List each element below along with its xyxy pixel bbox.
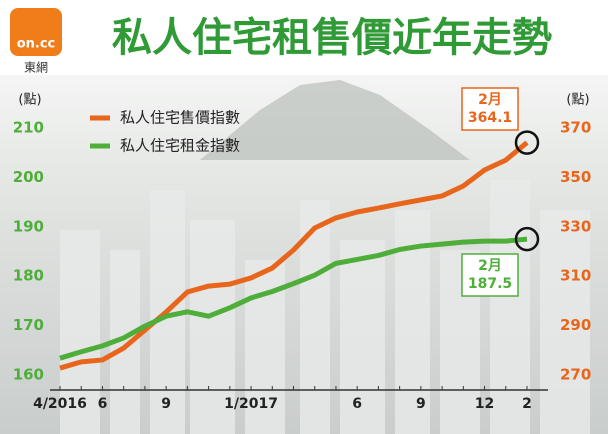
mountain (200, 80, 470, 160)
x-tick-label: 9 (161, 396, 171, 412)
x-tick-label: 6 (98, 396, 108, 412)
x-tick-label: 1/2017 (224, 396, 278, 412)
series-line (59, 236, 528, 361)
x-tick-label: 2 (522, 396, 532, 412)
annotation-box (461, 253, 519, 297)
x-tick-label: 12 (475, 396, 494, 412)
y-tick-label: 170 (13, 316, 44, 334)
chart-title: 私人住宅租售價近年走勢 (112, 15, 552, 61)
y2-tick-label: 330 (560, 217, 591, 235)
y-tick-label: 210 (13, 119, 44, 137)
annotation-value: 364.1 (468, 110, 512, 126)
y-tick-label: 160 (13, 366, 44, 384)
y2-tick-label: 310 (560, 267, 591, 285)
x-tick-label: 9 (416, 396, 426, 412)
source-name: 東網 (24, 61, 48, 75)
series-line (59, 140, 529, 371)
legend-label: 私人住宅租金指數 (120, 137, 240, 155)
y-tick-label: 190 (13, 217, 44, 235)
y2-tick-label: 290 (560, 316, 591, 334)
y2-tick-label: 270 (560, 366, 591, 384)
y2-tick-label: 350 (560, 168, 591, 186)
annotation-box (461, 87, 519, 131)
annotation-label: 2月 (478, 92, 502, 108)
y-axis-label: (點) (18, 93, 41, 108)
highlight-circle (514, 130, 540, 155)
annotation-value: 187.5 (468, 276, 512, 292)
logo-text: on.cc (17, 37, 56, 52)
buildings (60, 180, 590, 434)
annotation-label: 2月 (478, 258, 502, 274)
y-tick-label: 180 (13, 267, 44, 285)
logo (10, 8, 62, 56)
x-tick-label: 6 (352, 396, 362, 412)
y2-tick-label: 370 (560, 119, 591, 137)
y-tick-label: 200 (13, 168, 44, 186)
x-tick-label: 4/2016 (33, 396, 87, 412)
legend-label: 私人住宅售價指數 (120, 109, 240, 127)
highlight-circle (514, 226, 540, 252)
y2-axis-label: (點) (566, 93, 589, 108)
